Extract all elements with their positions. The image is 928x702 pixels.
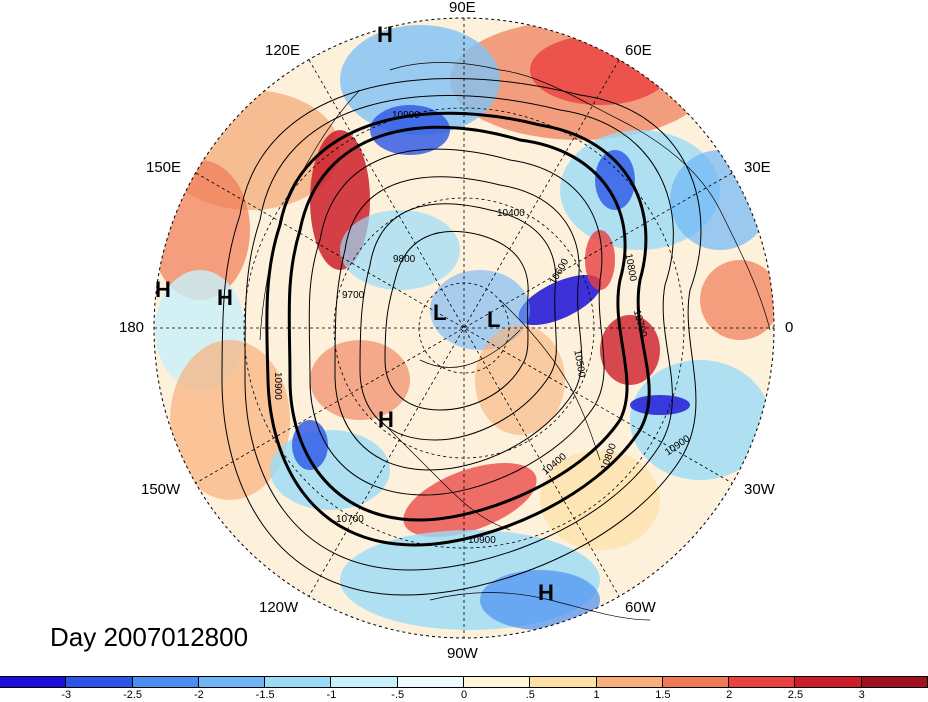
- colorbar-segment: [66, 677, 133, 687]
- polar-stereographic-map: 10900 10400 9800 9700 10900 10800 10700 …: [153, 17, 775, 639]
- high-pressure-marker: H: [538, 580, 554, 605]
- colorbar: [0, 676, 928, 688]
- colorbar-tick-label: 2: [726, 689, 733, 701]
- lon-label-60w: 60W: [625, 599, 656, 616]
- colorbar-tick-label: -2.5: [123, 689, 143, 701]
- lon-label-120e: 120E: [265, 42, 301, 59]
- colorbar-tick-label: 0: [460, 689, 468, 701]
- lon-label-30w: 30W: [744, 481, 775, 498]
- colorbar-segment: [0, 677, 67, 687]
- lon-label-120w: 120W: [259, 599, 299, 616]
- date-title: Day 2007012800: [50, 622, 249, 652]
- colorbar-segment: [861, 677, 928, 687]
- contour-label: 10900: [392, 110, 420, 121]
- colorbar-tick-label: 1: [593, 689, 600, 701]
- colorbar-segment: [596, 677, 663, 687]
- lon-label-180: 180: [119, 319, 145, 336]
- graticule: [154, 18, 774, 638]
- contour-label: 10900: [272, 372, 283, 400]
- lon-label-0: 0: [785, 319, 794, 336]
- colorbar-segment: [397, 677, 464, 687]
- lon-label-30e: 30E: [744, 159, 771, 176]
- lon-label-90w: 90W: [447, 645, 478, 662]
- colorbar-tick-label: 3: [858, 689, 865, 701]
- lon-label-150e: 150E: [146, 159, 182, 176]
- high-pressure-marker: H: [378, 407, 394, 432]
- colorbar-tick-label: 1.5: [655, 689, 671, 701]
- contour-label: 10800: [623, 253, 639, 283]
- colorbar-tick-label: -1.5: [255, 689, 275, 701]
- colorbar-segment: [530, 677, 597, 687]
- colorbar-tick-label: -1: [326, 689, 337, 701]
- lon-label-90e: 90E: [449, 0, 476, 16]
- coastlines: [259, 62, 771, 621]
- contour-label: 9700: [342, 290, 365, 301]
- colorbar-segment: [463, 677, 531, 687]
- colorbar-segment: [331, 677, 398, 687]
- contour-label: 10500: [571, 349, 587, 379]
- contour-label: 9800: [393, 254, 416, 265]
- low-pressure-marker: L: [433, 300, 447, 325]
- lon-label-60e: 60E: [625, 42, 652, 59]
- height-contours: [221, 78, 702, 596]
- contour-label: 10900: [468, 535, 496, 546]
- contour-label: 10400: [497, 208, 525, 219]
- colorbar-tick-label: -.5: [391, 689, 405, 701]
- map-boundary: [153, 17, 775, 639]
- high-pressure-marker: H: [217, 285, 233, 310]
- colorbar-segment: [198, 677, 266, 687]
- colorbar-segment: [729, 677, 796, 687]
- high-pressure-marker: H: [155, 277, 171, 302]
- contour-label: 10700: [336, 514, 364, 525]
- high-pressure-marker: H: [377, 22, 393, 47]
- colorbar-tick-label: .5: [525, 689, 535, 701]
- colorbar-tick-label: 2.5: [787, 689, 804, 701]
- colorbar-segment: [662, 677, 730, 687]
- colorbar-segment: [795, 677, 862, 687]
- colorbar-tick-label: -3: [61, 689, 72, 701]
- low-pressure-marker: L: [487, 307, 501, 332]
- colorbar-segment: [265, 677, 332, 687]
- colorbar-tick-label: -2: [193, 689, 204, 701]
- colorbar-segment: [132, 677, 199, 687]
- lon-label-150w: 150W: [141, 481, 181, 498]
